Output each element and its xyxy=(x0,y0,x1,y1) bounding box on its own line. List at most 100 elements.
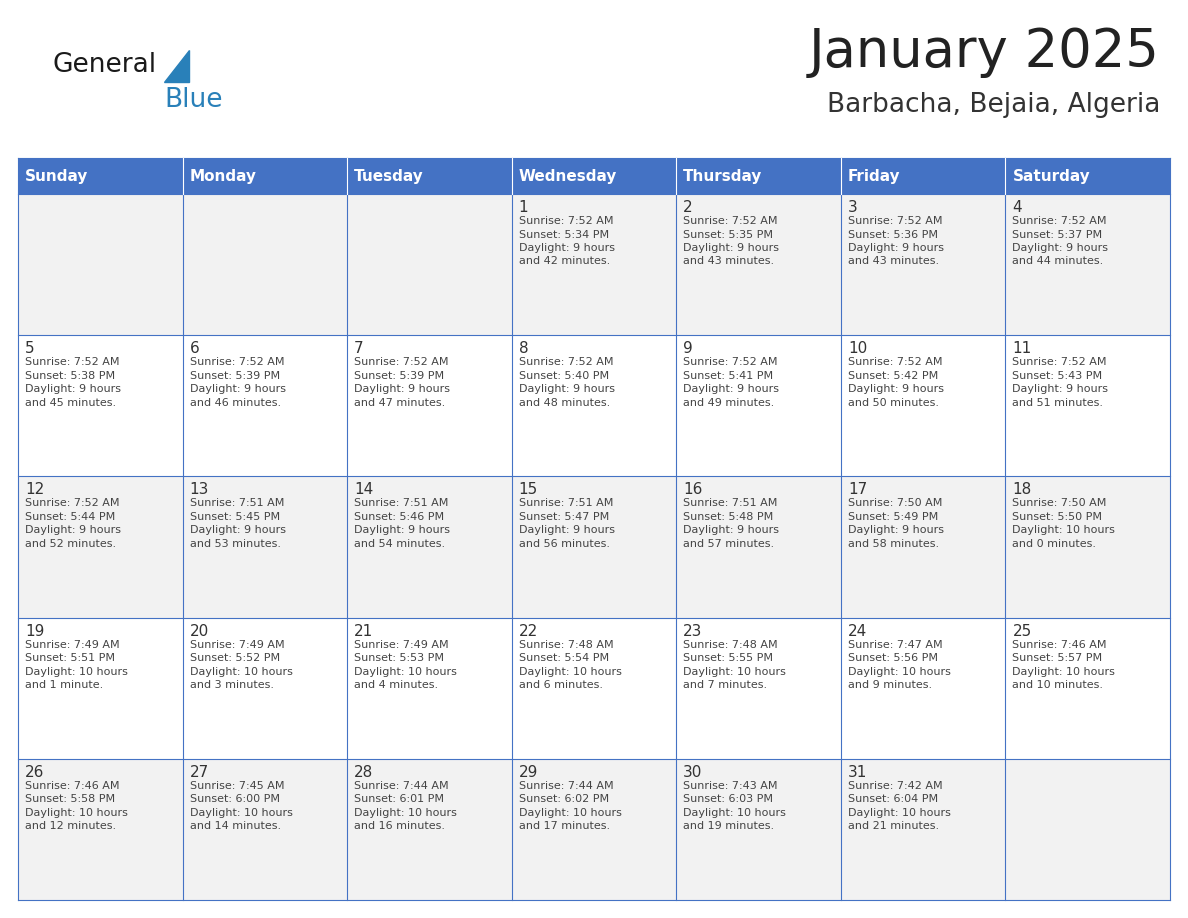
Text: and 53 minutes.: and 53 minutes. xyxy=(190,539,280,549)
Text: and 14 minutes.: and 14 minutes. xyxy=(190,822,280,832)
Text: Daylight: 10 hours: Daylight: 10 hours xyxy=(190,666,292,677)
Text: 9: 9 xyxy=(683,341,693,356)
Text: Sunrise: 7:51 AM: Sunrise: 7:51 AM xyxy=(519,498,613,509)
Text: and 45 minutes.: and 45 minutes. xyxy=(25,397,116,408)
Text: Daylight: 9 hours: Daylight: 9 hours xyxy=(683,525,779,535)
Bar xyxy=(183,194,347,335)
Text: 18: 18 xyxy=(1012,482,1031,498)
Text: Sunrise: 7:46 AM: Sunrise: 7:46 AM xyxy=(1012,640,1107,650)
Text: Sunset: 5:43 PM: Sunset: 5:43 PM xyxy=(1012,371,1102,381)
Text: 7: 7 xyxy=(354,341,364,356)
Text: Saturday: Saturday xyxy=(1012,169,1091,184)
Text: and 19 minutes.: and 19 minutes. xyxy=(683,822,775,832)
Text: 28: 28 xyxy=(354,765,373,779)
Text: and 57 minutes.: and 57 minutes. xyxy=(683,539,775,549)
Text: and 56 minutes.: and 56 minutes. xyxy=(519,539,609,549)
Bar xyxy=(18,476,183,618)
Text: and 9 minutes.: and 9 minutes. xyxy=(848,680,931,690)
Text: Daylight: 10 hours: Daylight: 10 hours xyxy=(1012,666,1116,677)
Bar xyxy=(512,759,676,900)
Text: Sunset: 6:01 PM: Sunset: 6:01 PM xyxy=(354,794,444,804)
Text: 4: 4 xyxy=(1012,200,1022,215)
Bar xyxy=(183,158,347,194)
Bar xyxy=(347,335,512,476)
Text: and 42 minutes.: and 42 minutes. xyxy=(519,256,609,266)
Text: 10: 10 xyxy=(848,341,867,356)
Text: and 43 minutes.: and 43 minutes. xyxy=(683,256,775,266)
Text: Daylight: 9 hours: Daylight: 9 hours xyxy=(1012,385,1108,394)
Text: 6: 6 xyxy=(190,341,200,356)
Text: and 21 minutes.: and 21 minutes. xyxy=(848,822,939,832)
Bar xyxy=(18,759,183,900)
Text: Sunrise: 7:50 AM: Sunrise: 7:50 AM xyxy=(848,498,942,509)
Text: Daylight: 10 hours: Daylight: 10 hours xyxy=(354,666,457,677)
Text: 23: 23 xyxy=(683,623,702,639)
Text: Sunset: 5:46 PM: Sunset: 5:46 PM xyxy=(354,512,444,522)
Bar xyxy=(676,759,841,900)
Bar xyxy=(841,476,1005,618)
Text: Sunrise: 7:45 AM: Sunrise: 7:45 AM xyxy=(190,781,284,790)
Text: Sunset: 5:41 PM: Sunset: 5:41 PM xyxy=(683,371,773,381)
Text: Daylight: 9 hours: Daylight: 9 hours xyxy=(190,525,285,535)
Text: Sunday: Sunday xyxy=(25,169,88,184)
Text: and 43 minutes.: and 43 minutes. xyxy=(848,256,939,266)
Bar xyxy=(18,335,183,476)
Text: Sunrise: 7:49 AM: Sunrise: 7:49 AM xyxy=(190,640,284,650)
Text: Sunset: 5:38 PM: Sunset: 5:38 PM xyxy=(25,371,115,381)
Text: Sunrise: 7:52 AM: Sunrise: 7:52 AM xyxy=(190,357,284,367)
Text: Daylight: 10 hours: Daylight: 10 hours xyxy=(519,808,621,818)
Text: 13: 13 xyxy=(190,482,209,498)
Text: Sunset: 5:42 PM: Sunset: 5:42 PM xyxy=(848,371,939,381)
Text: Sunset: 5:39 PM: Sunset: 5:39 PM xyxy=(354,371,444,381)
Text: Sunset: 5:35 PM: Sunset: 5:35 PM xyxy=(683,230,773,240)
Text: Barbacha, Bejaia, Algeria: Barbacha, Bejaia, Algeria xyxy=(827,92,1159,118)
Text: Daylight: 10 hours: Daylight: 10 hours xyxy=(683,666,786,677)
Text: Sunset: 5:57 PM: Sunset: 5:57 PM xyxy=(1012,653,1102,663)
Bar xyxy=(183,618,347,759)
Bar xyxy=(512,158,676,194)
Bar xyxy=(18,618,183,759)
Bar xyxy=(347,476,512,618)
Text: 15: 15 xyxy=(519,482,538,498)
Text: 19: 19 xyxy=(25,623,44,639)
Text: Sunset: 5:48 PM: Sunset: 5:48 PM xyxy=(683,512,773,522)
Bar xyxy=(183,476,347,618)
Text: Daylight: 10 hours: Daylight: 10 hours xyxy=(848,808,950,818)
Bar xyxy=(512,194,676,335)
Text: Sunset: 5:56 PM: Sunset: 5:56 PM xyxy=(848,653,937,663)
Text: Sunrise: 7:52 AM: Sunrise: 7:52 AM xyxy=(683,216,778,226)
Text: Sunrise: 7:52 AM: Sunrise: 7:52 AM xyxy=(25,357,120,367)
Text: and 6 minutes.: and 6 minutes. xyxy=(519,680,602,690)
Text: Sunset: 5:51 PM: Sunset: 5:51 PM xyxy=(25,653,115,663)
Text: Daylight: 9 hours: Daylight: 9 hours xyxy=(519,243,614,253)
Text: Sunset: 5:55 PM: Sunset: 5:55 PM xyxy=(683,653,773,663)
Text: Sunrise: 7:48 AM: Sunrise: 7:48 AM xyxy=(519,640,613,650)
Bar xyxy=(18,194,183,335)
Text: Sunrise: 7:44 AM: Sunrise: 7:44 AM xyxy=(519,781,613,790)
Bar xyxy=(18,158,183,194)
Text: 29: 29 xyxy=(519,765,538,779)
Text: Sunset: 6:04 PM: Sunset: 6:04 PM xyxy=(848,794,939,804)
Text: Daylight: 10 hours: Daylight: 10 hours xyxy=(519,666,621,677)
Polygon shape xyxy=(164,50,189,82)
Text: 30: 30 xyxy=(683,765,702,779)
Bar xyxy=(676,476,841,618)
Text: 25: 25 xyxy=(1012,623,1031,639)
Text: 3: 3 xyxy=(848,200,858,215)
Text: Sunrise: 7:52 AM: Sunrise: 7:52 AM xyxy=(1012,216,1107,226)
Bar xyxy=(347,618,512,759)
Text: Sunrise: 7:44 AM: Sunrise: 7:44 AM xyxy=(354,781,449,790)
Text: Sunrise: 7:47 AM: Sunrise: 7:47 AM xyxy=(848,640,942,650)
Text: Sunrise: 7:52 AM: Sunrise: 7:52 AM xyxy=(683,357,778,367)
Text: 11: 11 xyxy=(1012,341,1031,356)
Text: Daylight: 10 hours: Daylight: 10 hours xyxy=(354,808,457,818)
Text: and 58 minutes.: and 58 minutes. xyxy=(848,539,939,549)
Text: and 12 minutes.: and 12 minutes. xyxy=(25,822,116,832)
Text: Sunset: 6:00 PM: Sunset: 6:00 PM xyxy=(190,794,279,804)
Text: Sunset: 5:53 PM: Sunset: 5:53 PM xyxy=(354,653,444,663)
Text: Daylight: 10 hours: Daylight: 10 hours xyxy=(25,666,128,677)
Text: Sunset: 5:49 PM: Sunset: 5:49 PM xyxy=(848,512,939,522)
Text: and 3 minutes.: and 3 minutes. xyxy=(190,680,273,690)
Text: Daylight: 10 hours: Daylight: 10 hours xyxy=(848,666,950,677)
Text: and 52 minutes.: and 52 minutes. xyxy=(25,539,116,549)
